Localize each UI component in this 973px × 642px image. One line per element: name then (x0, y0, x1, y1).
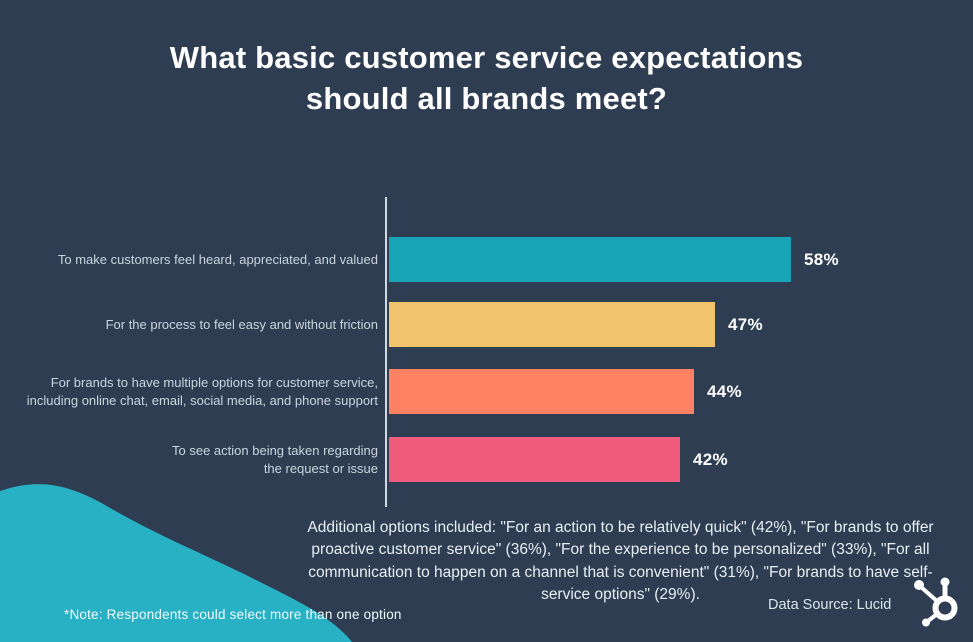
value-label: 47% (728, 314, 763, 334)
value-label: 42% (693, 449, 728, 469)
bar-row: To make customers feel heard, appreciate… (0, 237, 973, 282)
category-label: To see action being taken regarding the … (172, 442, 378, 476)
value-label: 44% (707, 381, 742, 401)
decorative-wave-blob (0, 484, 352, 642)
additional-options-text: Additional options included: "For an act… (307, 519, 934, 604)
bar (389, 369, 694, 414)
category-label: For the process to feel easy and without… (105, 316, 378, 332)
bar-row: For the process to feel easy and without… (0, 302, 973, 347)
bar-row: To see action being taken regarding the … (0, 437, 973, 482)
bar (389, 437, 680, 482)
hubspot-sprocket-icon (914, 577, 958, 627)
chart-title: What basic customer service expectations… (169, 40, 804, 116)
data-source-text: Data Source: Lucid (768, 597, 892, 613)
category-label: For brands to have multiple options for … (26, 374, 378, 408)
bar (389, 302, 715, 347)
value-label: 58% (804, 249, 839, 269)
category-label: To make customers feel heard, appreciate… (57, 251, 378, 267)
y-axis-line (385, 197, 387, 507)
note-text: *Note: Respondents could select more tha… (64, 607, 402, 622)
bar-row: For brands to have multiple options for … (0, 369, 973, 414)
bar (389, 237, 791, 282)
